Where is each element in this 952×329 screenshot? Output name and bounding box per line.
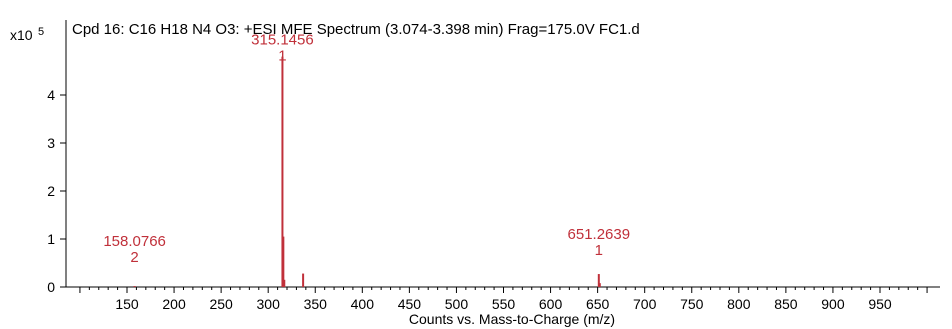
- x-tick-label: 400: [351, 296, 375, 312]
- spectrum-peaks: [133, 56, 601, 287]
- peak-charge-label: 2: [130, 249, 138, 266]
- x-tick-label: 850: [774, 296, 798, 312]
- x-tick-label: 300: [257, 296, 281, 312]
- peak-charge-label: 1: [595, 242, 603, 259]
- y-axis-ticks: 0 1 2 3 4: [47, 87, 66, 295]
- x-tick-label: 650: [586, 296, 610, 312]
- x-tick-label: 150: [115, 296, 139, 312]
- y-tick-label: 0: [47, 279, 55, 295]
- x-tick-label: 250: [209, 296, 233, 312]
- y-tick-label: 1: [47, 231, 55, 247]
- x-tick-label: 600: [539, 296, 563, 312]
- chart-title: Cpd 16: C16 H18 N4 O3: +ESI MFE Spectrum…: [72, 21, 640, 38]
- x-tick-label: 700: [633, 296, 657, 312]
- x-tick-label: 550: [492, 296, 516, 312]
- peak-mz-label: 158.0766: [103, 233, 166, 250]
- x-tick-label: 450: [398, 296, 422, 312]
- y-tick-label: 4: [47, 87, 55, 103]
- x-tick-label: 200: [162, 296, 186, 312]
- x-tick-label: 750: [680, 296, 704, 312]
- peak-charge-label: 1: [278, 48, 286, 65]
- x-axis-title: Counts vs. Mass-to-Charge (m/z): [409, 311, 615, 327]
- x-axis-ticks: 150 200 250 300 350 400 450 500 550 600 650 700 750 8…: [79, 287, 928, 312]
- x-tick-label: 800: [727, 296, 751, 312]
- peak-mz-label: 315.1456: [251, 32, 314, 49]
- y-tick-label: 2: [47, 183, 55, 199]
- peak-mz-label: 651.2639: [568, 226, 631, 243]
- x-tick-label: 950: [868, 296, 892, 312]
- y-multiplier-base: x10: [10, 27, 33, 43]
- x-tick-label: 900: [821, 296, 845, 312]
- y-multiplier-exponent: 5: [38, 26, 44, 38]
- y-tick-label: 3: [47, 135, 55, 151]
- x-tick-label: 350: [304, 296, 328, 312]
- x-tick-label: 500: [445, 296, 469, 312]
